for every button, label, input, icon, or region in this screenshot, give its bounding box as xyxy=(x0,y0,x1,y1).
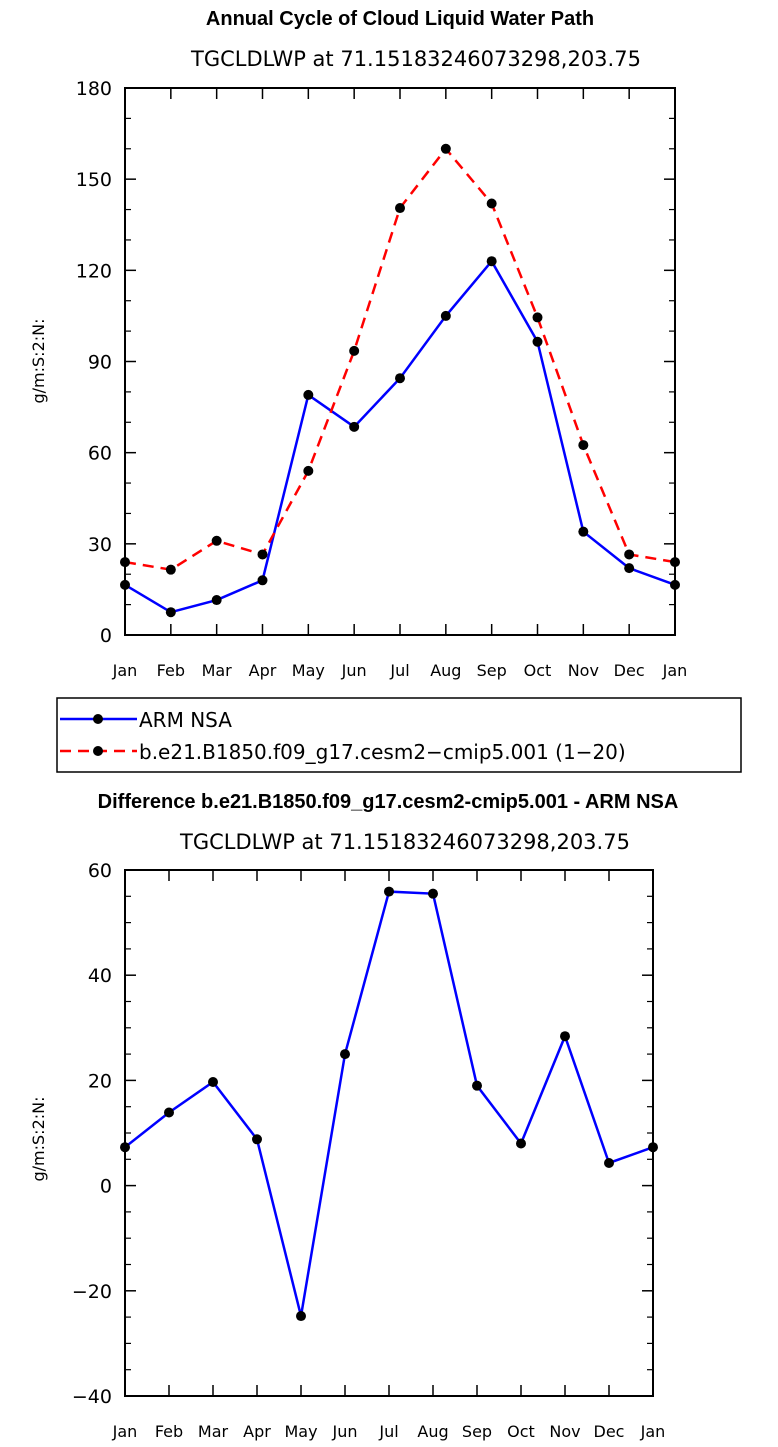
chart-2-title: Difference b.e21.B1850.f09_g17.cesm2-cmi… xyxy=(98,791,679,813)
y-tick-label: 0 xyxy=(100,625,112,647)
series-point xyxy=(296,1311,306,1322)
series-point xyxy=(349,345,360,356)
y-tick-label: 0 xyxy=(100,1176,112,1198)
chart-1-series xyxy=(120,143,680,618)
series-point xyxy=(257,575,268,586)
series-point xyxy=(578,526,589,537)
x-tick-label: Feb xyxy=(155,1422,183,1441)
x-tick-label: Apr xyxy=(249,661,277,680)
chart-1-title: Annual Cycle of Cloud Liquid Water Path xyxy=(206,8,594,30)
y-tick-label: 30 xyxy=(88,534,112,556)
series-point xyxy=(624,563,635,574)
series-point xyxy=(211,535,222,546)
chart-2-plot-frame xyxy=(124,869,654,1397)
series-point xyxy=(578,440,589,451)
series-line xyxy=(124,259,676,614)
chart-1-axis-ticks xyxy=(124,87,676,636)
chart-2-series xyxy=(120,886,658,1322)
x-tick-label: Nov xyxy=(568,661,599,680)
y-tick-label: 40 xyxy=(88,965,112,987)
series-point xyxy=(211,595,222,606)
series-point xyxy=(303,389,314,400)
legend-marker-cesm2 xyxy=(93,746,103,756)
chart-1-plot-frame xyxy=(124,87,676,636)
y-tick-label: 180 xyxy=(76,78,112,100)
series-point xyxy=(486,198,497,209)
y-tick-label: 60 xyxy=(88,860,112,882)
x-tick-label: Jun xyxy=(341,661,367,680)
y-tick-label: 120 xyxy=(76,260,112,282)
x-tick-label: Jan xyxy=(112,1422,138,1441)
x-tick-label: Feb xyxy=(157,661,185,680)
series-point xyxy=(208,1076,218,1087)
chart-1: Annual Cycle of Cloud Liquid Water Path … xyxy=(29,8,687,680)
chart-2-ylabel: g/m:S:2:N: xyxy=(29,1097,48,1182)
chart-2-axis-ticks xyxy=(124,869,654,1397)
series-point xyxy=(165,564,176,575)
series-point xyxy=(257,549,268,560)
x-tick-label: Jul xyxy=(378,1422,398,1441)
x-tick-label: Nov xyxy=(549,1422,580,1441)
chart-2-y-tick-labels: −40 −20 0 20 40 60 xyxy=(72,860,112,1408)
x-tick-label: Oct xyxy=(524,661,552,680)
series-point xyxy=(395,203,405,214)
series-point xyxy=(440,310,451,321)
series-point xyxy=(532,336,543,347)
x-tick-label: May xyxy=(292,661,325,680)
series-point xyxy=(532,312,543,323)
y-tick-label: 20 xyxy=(88,1070,112,1092)
y-tick-label: 60 xyxy=(88,443,112,465)
chart-2: Difference b.e21.B1850.f09_g17.cesm2-cmi… xyxy=(29,791,678,1441)
x-tick-label: Mar xyxy=(202,661,233,680)
y-tick-label: −20 xyxy=(72,1281,112,1303)
y-tick-label: −40 xyxy=(72,1386,112,1408)
x-tick-label: May xyxy=(284,1422,317,1441)
series-point xyxy=(340,1049,350,1060)
chart-1-subtitle: TGCLDLWP at 71.15183246073298,203.75 xyxy=(190,47,641,71)
x-tick-label: Jan xyxy=(640,1422,666,1441)
x-tick-label: Oct xyxy=(507,1422,535,1441)
x-tick-label: Jun xyxy=(332,1422,358,1441)
series-line xyxy=(124,890,654,1317)
series-point xyxy=(516,1138,526,1149)
x-tick-label: Aug xyxy=(417,1422,448,1441)
legend-label-arm-nsa: ARM NSA xyxy=(139,708,232,732)
x-tick-label: Aug xyxy=(430,661,461,680)
x-tick-label: Sep xyxy=(462,1422,492,1441)
chart-1-y-tick-labels: 0 30 60 90 120 150 180 xyxy=(76,78,112,647)
series-point xyxy=(428,888,438,899)
series-point xyxy=(165,607,176,618)
series-point xyxy=(384,886,394,897)
series-point xyxy=(486,256,497,267)
chart-1-x-tick-labels: Jan Feb Mar Apr May Jun Jul Aug Sep Oct Nov Dec Jan xyxy=(112,661,688,680)
x-tick-label: Sep xyxy=(477,661,507,680)
x-tick-label: Dec xyxy=(594,1422,625,1441)
series-point xyxy=(604,1157,614,1168)
legend-box xyxy=(56,697,742,773)
x-tick-label: Jan xyxy=(112,661,138,680)
x-tick-label: Mar xyxy=(198,1422,229,1441)
x-tick-label: Apr xyxy=(243,1422,271,1441)
y-tick-label: 150 xyxy=(76,169,112,191)
chart-2-x-tick-labels: Jan Feb Mar Apr May Jun Jul Aug Sep Oct Nov Dec Jan xyxy=(112,1422,666,1441)
legend-marker-arm-nsa xyxy=(93,714,103,724)
x-tick-label: Jul xyxy=(389,661,409,680)
chart-2-subtitle: TGCLDLWP at 71.15183246073298,203.75 xyxy=(179,830,630,854)
series-point xyxy=(560,1031,570,1042)
series-point xyxy=(164,1107,174,1118)
series-point xyxy=(624,549,635,560)
series-point xyxy=(440,143,451,154)
legend-label-cesm2: b.e21.B1850.f09_g17.cesm2−cmip5.001 (1−2… xyxy=(139,740,626,764)
series-point xyxy=(303,465,314,476)
y-tick-label: 90 xyxy=(88,352,112,374)
series-point xyxy=(395,373,405,384)
series-point xyxy=(349,421,360,432)
x-tick-label: Dec xyxy=(614,661,645,680)
chart-1-ylabel: g/m:S:2:N: xyxy=(29,319,48,404)
series-point xyxy=(252,1134,262,1145)
legend: ARM NSA b.e21.B1850.f09_g17.cesm2−cmip5.… xyxy=(56,697,742,773)
series-point xyxy=(472,1080,482,1091)
x-tick-label: Jan xyxy=(662,661,688,680)
